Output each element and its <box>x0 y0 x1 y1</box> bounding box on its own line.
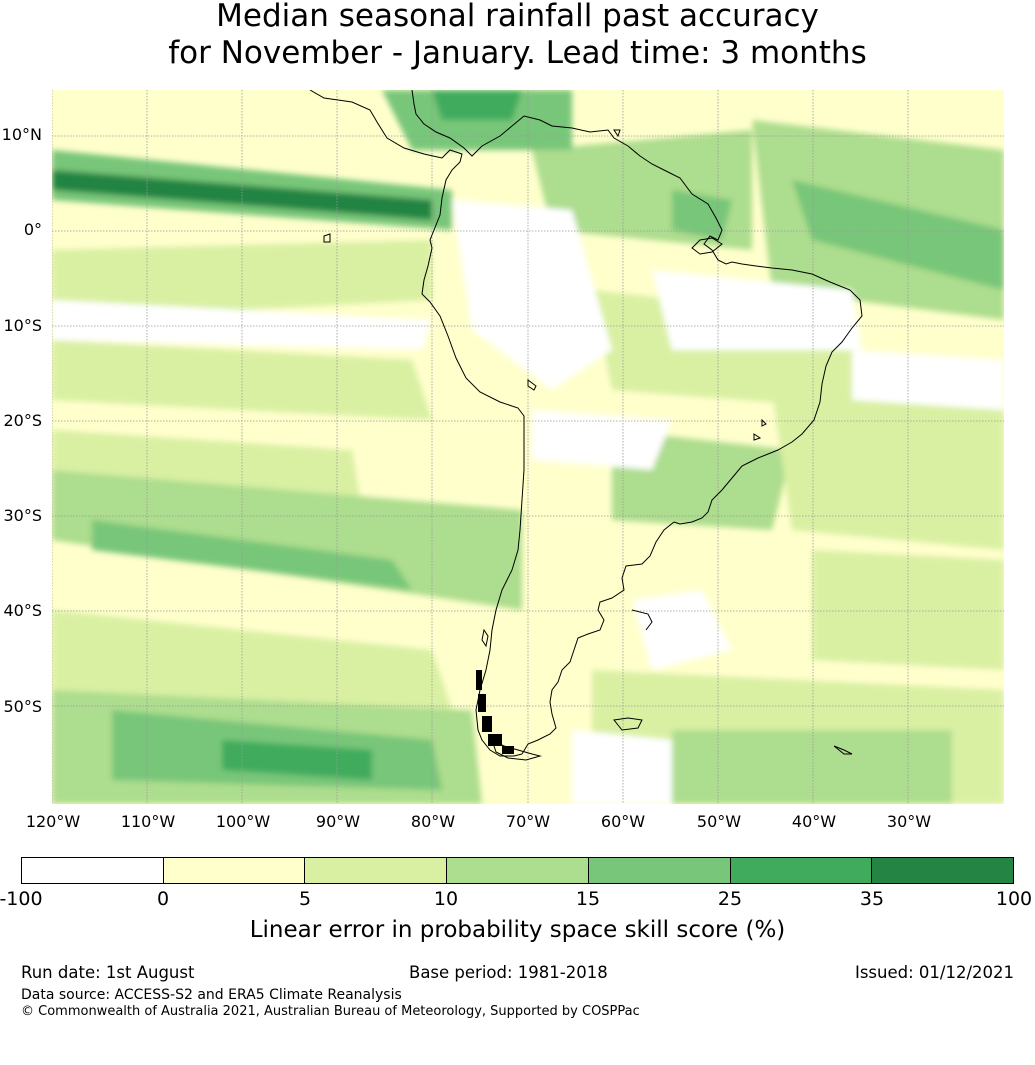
colorbar-tick: -100 <box>0 888 43 910</box>
lon-label-60w: 60°W <box>600 812 646 831</box>
shade-band <box>52 610 452 710</box>
lon-label-40w: 40°W <box>791 812 837 831</box>
colorbar-tick: 15 <box>575 888 601 910</box>
shade-dark <box>92 520 412 590</box>
chart-title-line2: for November - January. Lead time: 3 mon… <box>168 35 867 71</box>
coastline-caribbean <box>411 90 863 525</box>
coastline-atlantic-south <box>521 521 675 755</box>
lon-label-100w: 100°W <box>215 812 271 831</box>
island-lake-small <box>761 418 767 427</box>
skill-score-map <box>52 90 1004 804</box>
lon-label-110w: 110°W <box>120 812 176 831</box>
map-gridlines <box>52 90 1004 804</box>
shade-dark <box>222 740 372 780</box>
fjord-fragment <box>502 746 514 754</box>
lat-label-20s: 20°S <box>3 411 42 430</box>
colorbar-tick: 5 <box>298 888 312 910</box>
chilean-fjords <box>476 670 514 754</box>
shade-dark <box>672 190 732 240</box>
lat-label-40s: 40°S <box>3 601 42 620</box>
data-source: Data source: ACCESS-S2 and ERA5 Climate … <box>21 987 402 1003</box>
colorbar-segment <box>730 858 873 883</box>
colorbar-tick: 35 <box>859 888 885 910</box>
colorbar-segment <box>22 858 164 883</box>
shade-white <box>652 270 862 350</box>
chart-title-line1: Median seasonal rainfall past accuracy <box>216 0 819 34</box>
shade-dark <box>432 90 522 120</box>
colorbar-tick: 100 <box>995 888 1033 910</box>
lat-label-50s: 50°S <box>3 697 42 716</box>
shade-band <box>672 730 952 804</box>
fjord-fragment <box>488 734 502 746</box>
shade-band <box>52 470 522 610</box>
colorbar-segment <box>872 858 1014 883</box>
island-trinidad <box>613 129 621 138</box>
shade-white <box>852 350 1004 410</box>
lat-label-0: 0° <box>23 220 42 239</box>
fjord-fragment <box>476 670 482 690</box>
shade-band <box>772 390 1004 550</box>
shade-white <box>452 200 612 390</box>
base-period: Base period: 1981-2018 <box>409 963 608 982</box>
coastline-pacific <box>421 247 525 757</box>
lon-label-50w: 50°W <box>696 812 742 831</box>
shade-white <box>532 410 672 470</box>
colorbar-tick: 25 <box>717 888 743 910</box>
lon-label-120w: 120°W <box>25 812 81 831</box>
lat-label-10s: 10°S <box>3 316 42 335</box>
colorbar-segment <box>447 858 589 883</box>
map-canvas <box>52 90 1004 804</box>
colorbar-segment <box>163 858 306 883</box>
colorbar-segment <box>305 858 448 883</box>
lon-label-90w: 90°W <box>315 812 361 831</box>
coastline-central-america <box>309 90 463 249</box>
shade-white <box>572 730 672 804</box>
coastline-amazon-mouth <box>691 237 723 255</box>
shade-white <box>632 590 732 670</box>
colorbar-tick: 10 <box>433 888 459 910</box>
colorbar-tick: 0 <box>156 888 170 910</box>
colorbar <box>21 857 1014 884</box>
colorbar-segment <box>588 858 731 883</box>
coastline <box>309 90 863 757</box>
lon-label-30w: 30°W <box>886 812 932 831</box>
island-galapagos <box>323 233 331 243</box>
lat-label-10n: 10°N <box>1 125 42 144</box>
colorbar-label: Linear error in probability space skill … <box>249 917 786 943</box>
copyright: © Commonwealth of Australia 2021, Austra… <box>21 1004 640 1019</box>
island-lake-small2 <box>753 433 762 441</box>
run-date: Run date: 1st August <box>21 963 195 982</box>
lon-label-80w: 80°W <box>410 812 456 831</box>
island-falklands <box>613 717 643 731</box>
island-south-georgia <box>833 745 853 755</box>
lon-label-70w: 70°W <box>505 812 551 831</box>
island-chiloe <box>481 628 489 648</box>
fjord-fragment <box>482 716 492 732</box>
shade-dark <box>792 180 1004 290</box>
coastline-rio-plata <box>631 609 653 631</box>
island-lake-titicaca <box>527 379 537 391</box>
fjord-fragment <box>478 694 486 712</box>
lat-label-30s: 30°S <box>3 506 42 525</box>
issued-date: Issued: 01/12/2021 <box>854 963 1014 982</box>
